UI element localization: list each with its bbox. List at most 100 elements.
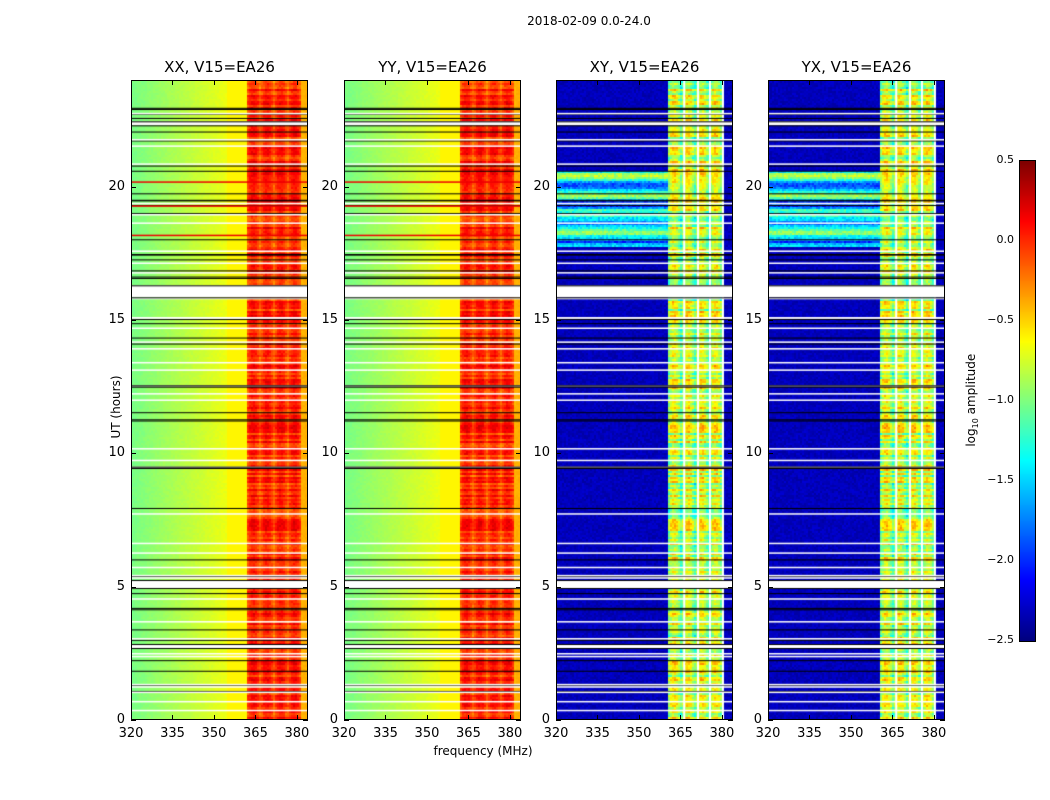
y-tick-mark — [303, 453, 308, 455]
y-tick-label: 5 — [541, 578, 550, 594]
x-tick-mark — [255, 715, 257, 720]
panel-xy: XY, V15=EA26 0 5 10 15 20 320 335 350 365 380 — [533, 58, 734, 741]
panel-title: XY, V15=EA26 — [589, 58, 700, 76]
x-tick-label: 350 — [201, 726, 227, 741]
y-tick-label: 20 — [745, 178, 762, 194]
y-tick-mark — [516, 320, 521, 321]
x-tick-mark — [850, 715, 852, 720]
x-tick-mark — [344, 715, 345, 720]
x-tick-mark — [933, 715, 935, 720]
y-tick-label: 5 — [116, 578, 125, 594]
y-tick-mark — [556, 320, 561, 321]
panel-yx: YX, V15=EA26 0 5 10 15 20 320 335 350 365 380 — [745, 58, 946, 741]
y-tick-label: 0 — [116, 712, 125, 727]
x-tick-mark — [296, 715, 298, 720]
colorbar-tick-label: −1.5 — [987, 473, 1014, 486]
y-tick-label: 0 — [329, 712, 338, 727]
y-tick-label: 5 — [753, 578, 762, 594]
y-tick-label: 0 — [753, 712, 762, 727]
x-tick-mark — [255, 80, 257, 85]
y-tick-mark — [556, 720, 561, 721]
y-tick-mark — [344, 720, 349, 721]
colorbar-label-log: log — [963, 428, 978, 447]
y-tick-label: 10 — [745, 445, 762, 461]
x-tick-label: 350 — [414, 726, 440, 741]
y-tick-label: 0 — [541, 712, 550, 727]
colorbar-tick-label: −0.5 — [987, 313, 1014, 326]
y-tick-label: 20 — [108, 178, 125, 194]
y-tick-mark — [940, 320, 945, 321]
x-tick-label: 365 — [243, 726, 268, 741]
y-tick-mark — [940, 720, 945, 721]
colorbar-tick-label: 0.0 — [996, 233, 1015, 246]
x-tick-mark — [385, 715, 387, 720]
y-tick-mark — [303, 720, 308, 721]
y-tick-mark — [940, 186, 945, 188]
y-tick-mark — [940, 586, 945, 588]
y-tick-mark — [768, 186, 773, 188]
x-tick-mark — [680, 715, 682, 720]
x-tick-label: 320 — [543, 726, 569, 741]
x-tick-mark — [344, 80, 345, 85]
y-tick-label: 15 — [321, 312, 338, 327]
y-tick-mark — [768, 586, 773, 588]
y-tick-mark — [556, 186, 561, 188]
y-tick-label: 5 — [329, 578, 338, 594]
y-tick-mark — [344, 320, 349, 321]
x-tick-mark — [809, 80, 811, 85]
y-tick-mark — [344, 453, 349, 455]
heatmap-yx — [768, 80, 945, 720]
x-axis-label: frequency (MHz) — [433, 744, 533, 758]
panel-xx: XX, V15=EA26 0 5 10 15 20 320 335 350 365 380 — [108, 58, 309, 741]
x-tick-label: 335 — [160, 726, 185, 741]
x-tick-mark — [131, 715, 132, 720]
x-tick-label: 365 — [880, 726, 905, 741]
panel-title: YY, V15=EA26 — [378, 58, 487, 76]
x-tick-mark — [131, 80, 132, 85]
x-tick-label: 320 — [331, 726, 357, 741]
figure-title: 2018-02-09 0.0-24.0 — [527, 14, 651, 28]
y-tick-mark — [728, 320, 733, 321]
x-tick-mark — [597, 80, 599, 85]
x-tick-mark — [638, 80, 640, 85]
x-tick-mark — [721, 80, 723, 85]
y-tick-mark — [303, 586, 308, 588]
y-tick-mark — [344, 586, 349, 588]
x-tick-mark — [296, 80, 298, 85]
heatmap-xy — [556, 80, 733, 720]
x-tick-mark — [892, 80, 894, 85]
x-tick-mark — [597, 715, 599, 720]
x-tick-mark — [172, 80, 174, 85]
x-tick-label: 335 — [797, 726, 822, 741]
y-tick-mark — [556, 453, 561, 455]
x-tick-label: 380 — [284, 726, 310, 741]
colorbar-tick-label: −2.5 — [987, 633, 1014, 646]
y-tick-mark — [131, 186, 136, 188]
y-tick-mark — [768, 453, 773, 455]
x-tick-mark — [638, 715, 640, 720]
x-tick-label: 380 — [921, 726, 947, 741]
y-tick-mark — [131, 720, 136, 721]
y-tick-mark — [131, 320, 136, 321]
y-tick-mark — [728, 186, 733, 188]
x-tick-label: 350 — [626, 726, 652, 741]
x-tick-mark — [556, 80, 557, 85]
x-tick-label: 335 — [373, 726, 398, 741]
y-tick-label: 15 — [745, 312, 762, 327]
x-tick-label: 380 — [709, 726, 735, 741]
y-tick-mark — [516, 720, 521, 721]
y-tick-label: 20 — [533, 178, 550, 194]
x-tick-label: 320 — [118, 726, 144, 741]
y-tick-mark — [516, 586, 521, 588]
x-tick-label: 320 — [755, 726, 781, 741]
y-tick-label: 10 — [533, 445, 550, 461]
x-tick-mark — [809, 715, 811, 720]
x-tick-mark — [213, 715, 215, 720]
y-tick-mark — [344, 186, 349, 188]
x-tick-mark — [172, 715, 174, 720]
x-tick-mark — [426, 80, 428, 85]
y-tick-mark — [516, 186, 521, 188]
panel-yy: YY, V15=EA26 0 5 10 15 20 320 335 350 365 380 — [321, 58, 522, 741]
y-tick-label: 20 — [321, 178, 338, 194]
